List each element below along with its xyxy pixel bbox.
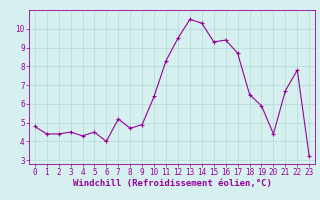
X-axis label: Windchill (Refroidissement éolien,°C): Windchill (Refroidissement éolien,°C): [73, 179, 271, 188]
